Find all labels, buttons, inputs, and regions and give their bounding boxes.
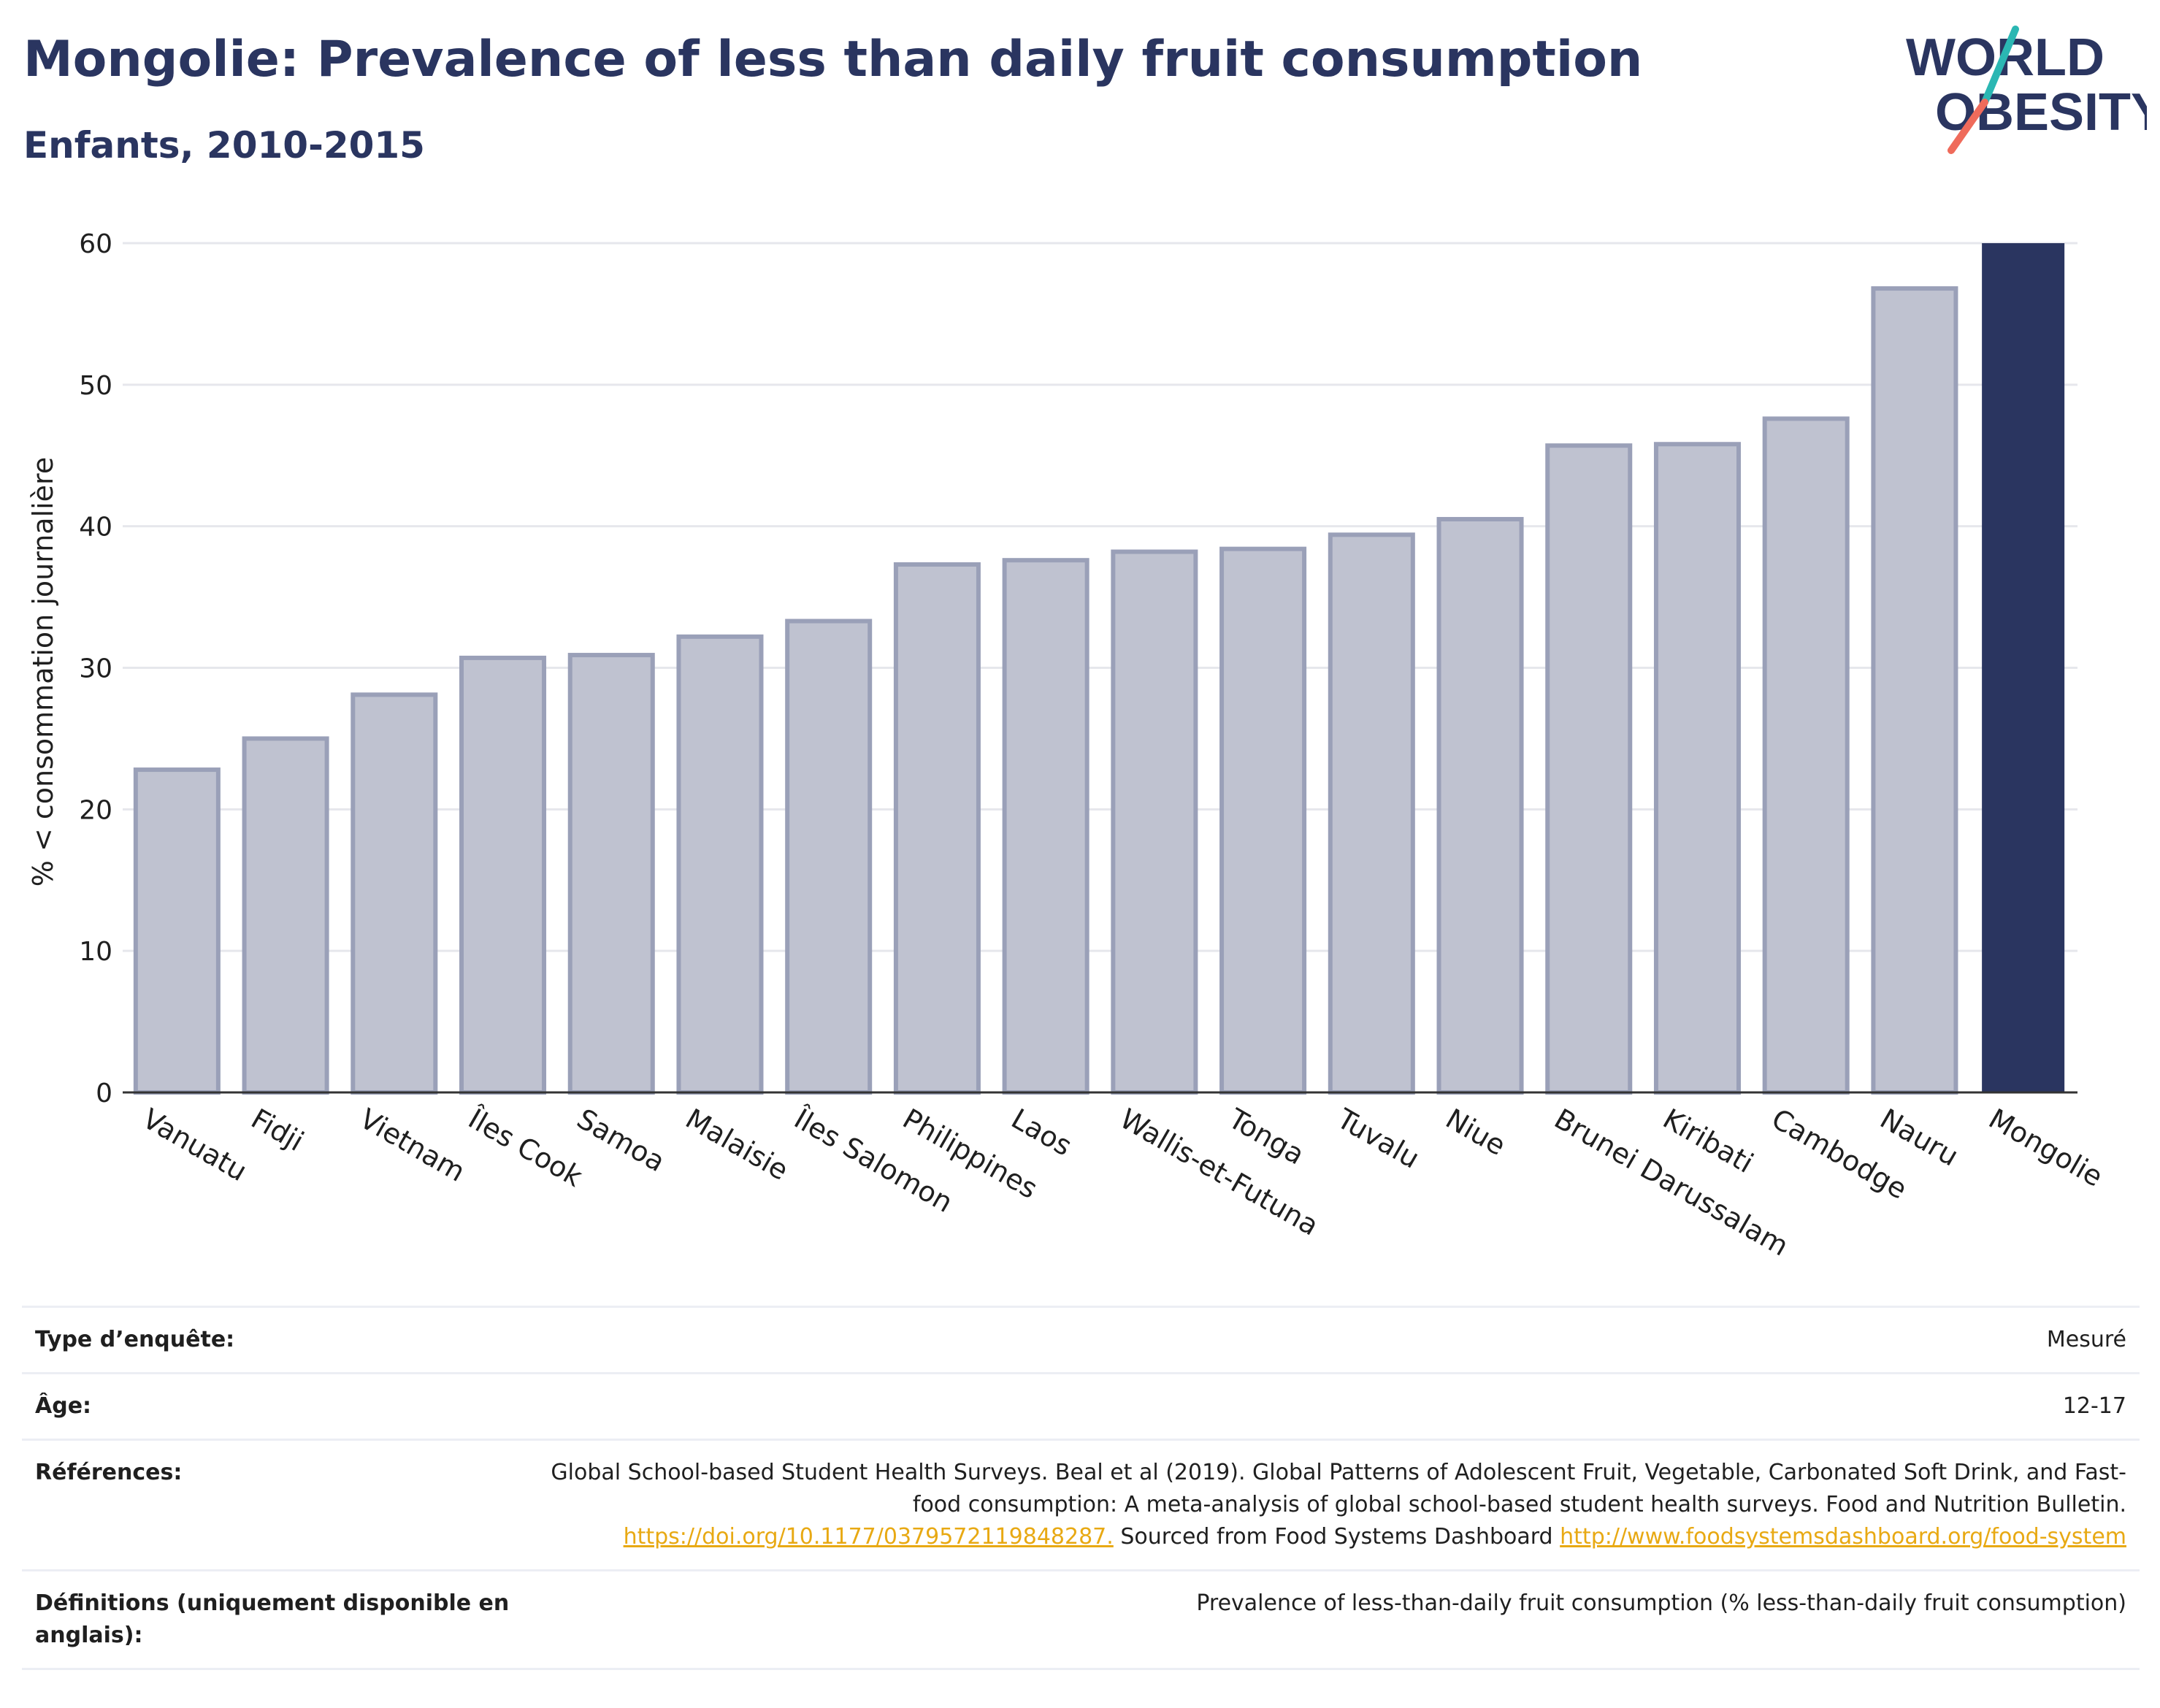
bar-mongolie xyxy=(1982,243,2065,1092)
x-tick-label: Niue xyxy=(1441,1103,1512,1162)
bar-vanuatu xyxy=(133,767,221,1095)
bar-brunei-darussalam xyxy=(1545,443,1633,1095)
logo-red-slash xyxy=(1948,99,1988,154)
logo-teal-slash xyxy=(1981,26,2019,106)
dashboard-link[interactable]: http://www.foodsystemsdashboard.org/food… xyxy=(1560,1524,2126,1550)
logo-line2: OBESITY xyxy=(1935,83,2147,142)
bar-kiribati xyxy=(1653,442,1741,1095)
bar-cambodge xyxy=(1762,416,1850,1095)
bar--les-salomon xyxy=(785,619,873,1095)
bar-philippines xyxy=(893,562,981,1095)
info-row-definitions: Définitions (uniquement disponible en an… xyxy=(22,1569,2140,1670)
info-row-references: Références: Global School-based Student … xyxy=(22,1439,2140,1569)
bar--les-cook xyxy=(459,655,547,1095)
chart-subtitle: Enfants, 2010-2015 xyxy=(23,124,425,166)
survey-type-label: Type d’enquête: xyxy=(35,1327,235,1352)
bar-malaisie xyxy=(676,634,764,1095)
bar-wallis-et-futuna xyxy=(1111,549,1198,1095)
bar-vietnam xyxy=(351,692,438,1095)
age-value: 12-17 xyxy=(2062,1393,2126,1419)
y-axis-label: % < consommation journalière xyxy=(27,457,59,886)
references-text2: Sourced from Food Systems Dashboard xyxy=(1120,1524,1553,1550)
bars-layer xyxy=(133,243,2065,1095)
axis-layer: 0 10 20 30 40 50 60 xyxy=(79,229,2077,1108)
references-value: Global School-based Student Health Surve… xyxy=(549,1457,2140,1553)
age-label: Âge: xyxy=(35,1393,92,1419)
y-tick-label: 0 xyxy=(96,1079,112,1108)
grid-layer xyxy=(123,242,2077,952)
x-tick-label: Mongolie xyxy=(1983,1103,2108,1193)
references-text1: Global School-based Student Health Surve… xyxy=(551,1460,2126,1517)
x-tick-label: Malaisie xyxy=(680,1103,794,1187)
x-tick-label: Wallis-et-Futuna xyxy=(1114,1103,1324,1242)
x-tick-label: Tuvalu xyxy=(1331,1102,1425,1175)
bar-tonga xyxy=(1219,546,1307,1095)
bar-nauru xyxy=(1871,286,1958,1095)
info-table: Type d’enquête: Mesuré Âge: 12-17 Référe… xyxy=(22,1306,2140,1670)
bar-laos xyxy=(1002,558,1089,1095)
y-tick-label: 20 xyxy=(79,795,112,825)
survey-type-value: Mesuré xyxy=(2046,1327,2126,1352)
y-tick-label: 30 xyxy=(79,654,112,684)
bar-samoa xyxy=(567,653,655,1095)
x-tick-label: Laos xyxy=(1006,1103,1078,1163)
world-obesity-logo: WORLD OBESITY xyxy=(1906,26,2147,154)
y-tick-label: 40 xyxy=(79,513,112,543)
bar-tuvalu xyxy=(1328,532,1415,1095)
x-tick-label: Îles Cook xyxy=(462,1102,588,1193)
bar-fidji xyxy=(242,736,329,1095)
references-label: Références: xyxy=(35,1460,183,1485)
y-tick-label: 10 xyxy=(79,937,112,967)
info-row-survey-type: Type d’enquête: Mesuré xyxy=(22,1306,2140,1372)
bar-niue xyxy=(1436,516,1524,1095)
x-tick-label: Fidji xyxy=(246,1103,310,1158)
x-tick-label: Tonga xyxy=(1222,1102,1309,1171)
chart-title: Mongolie: Prevalence of less than daily … xyxy=(23,31,1643,88)
info-row-age: Âge: 12-17 xyxy=(22,1372,2140,1439)
definitions-label: Définitions (uniquement disponible en an… xyxy=(35,1590,510,1648)
x-tick-label: Vietnam xyxy=(354,1103,470,1188)
x-tick-label: Nauru xyxy=(1874,1103,1964,1173)
y-tick-label: 50 xyxy=(79,371,112,401)
x-tick-label: Vanuatu xyxy=(137,1103,253,1187)
y-tick-label: 60 xyxy=(79,229,112,259)
definitions-value: Prevalence of less-than-daily fruit cons… xyxy=(1196,1590,2126,1616)
doi-link[interactable]: https://doi.org/10.1177/0379572119848287… xyxy=(623,1524,1114,1550)
